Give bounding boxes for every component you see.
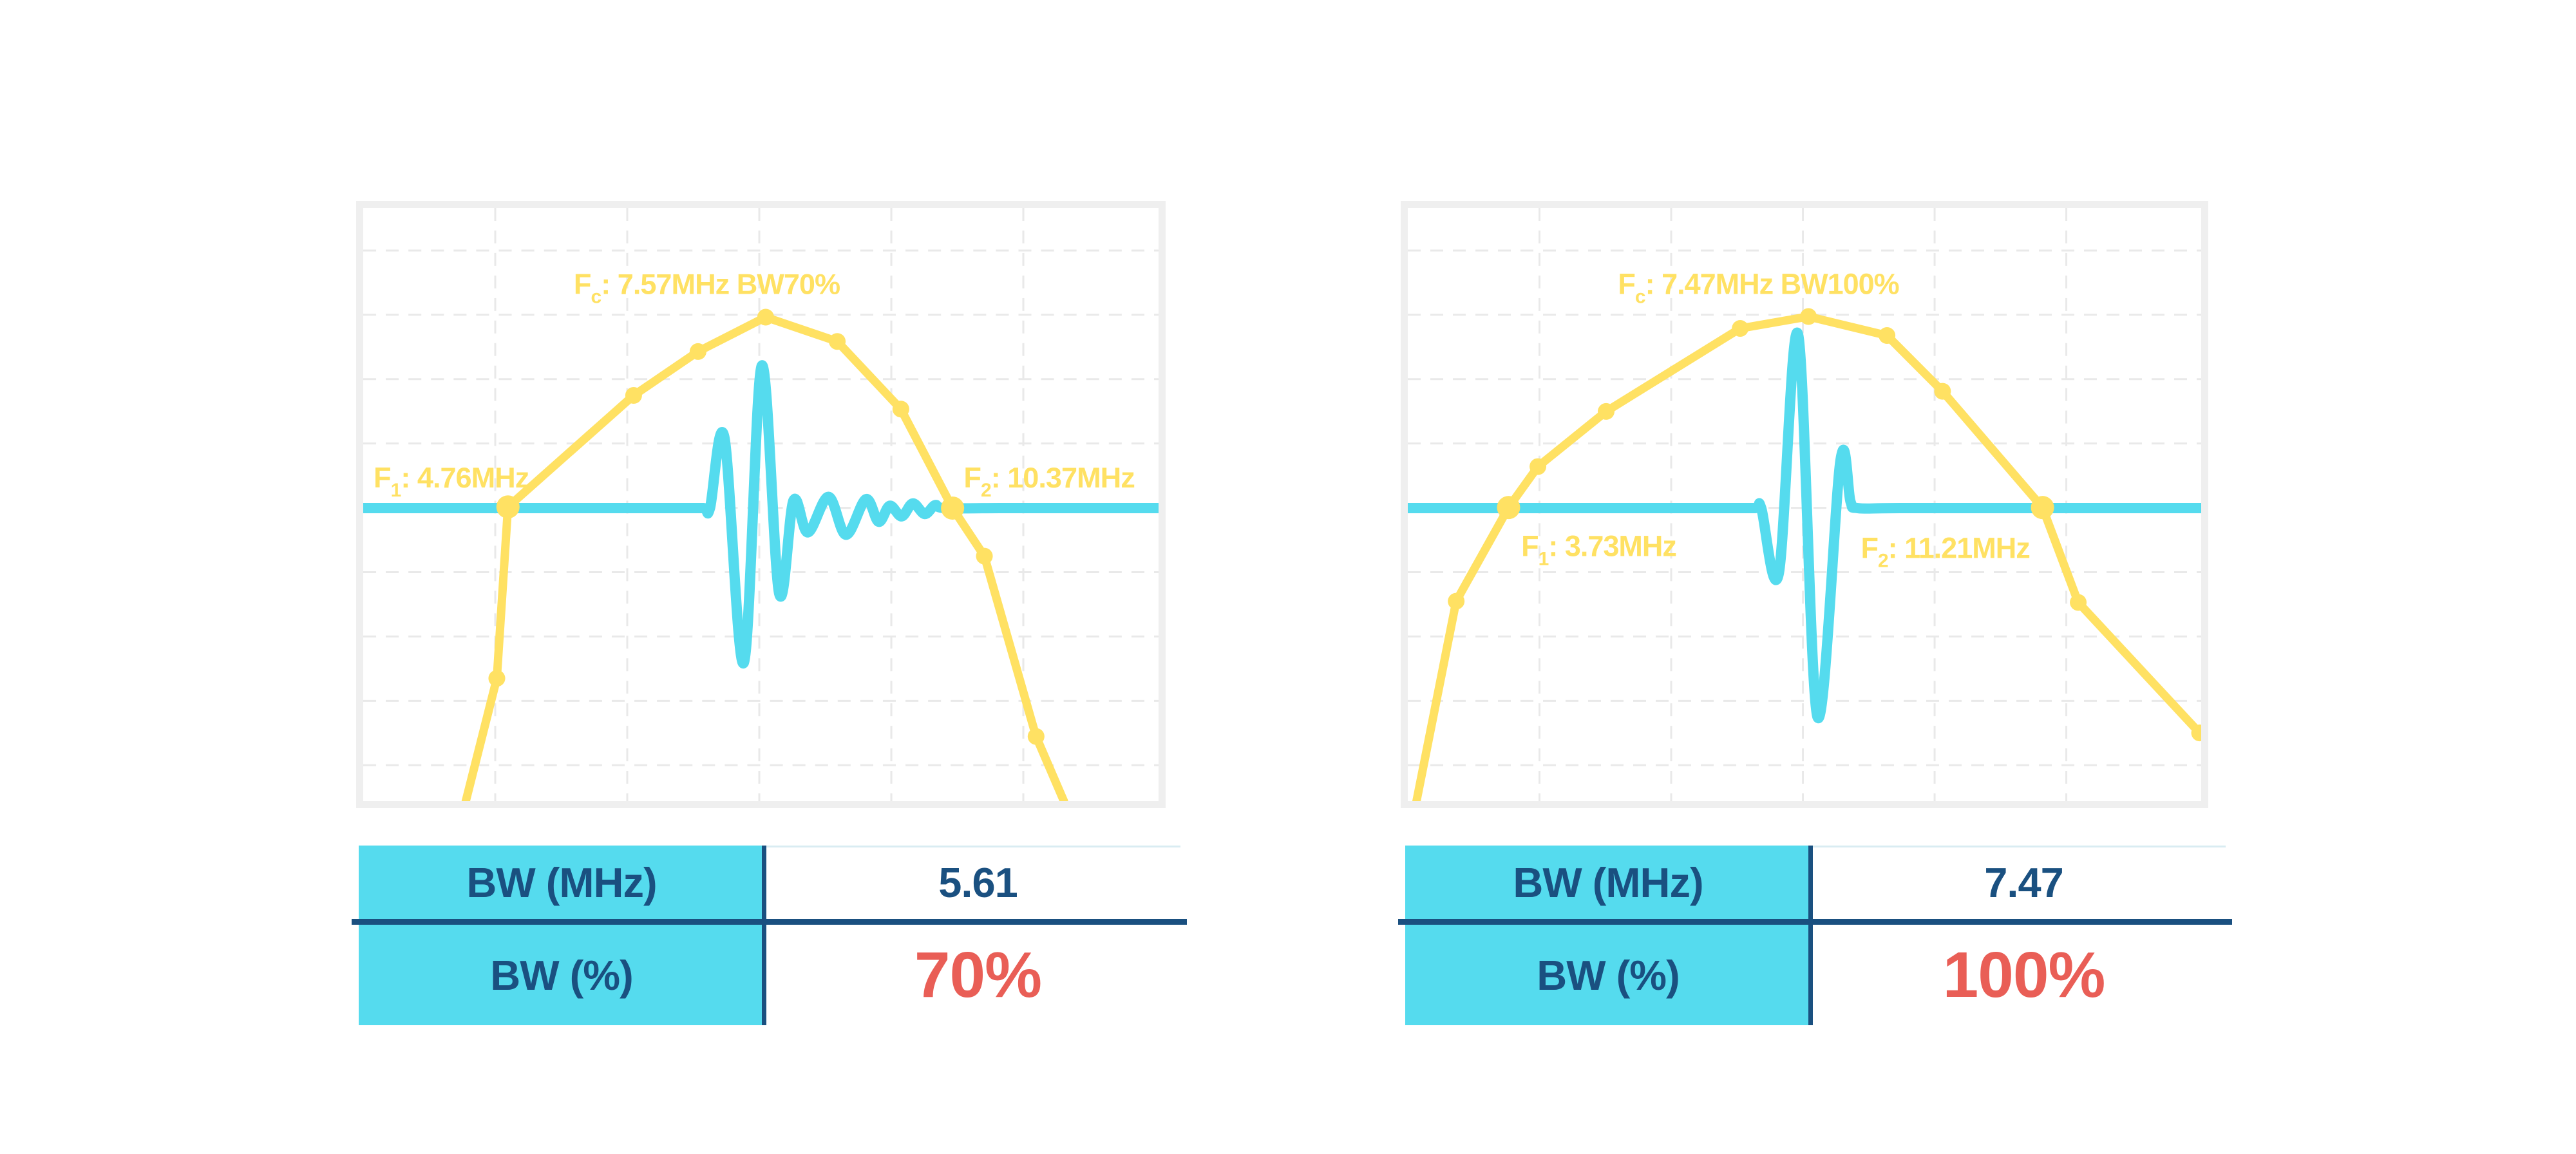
spectrum-plot-left: Fc: 7.57MHz BW70% F1: 4.76MHz F2: 10.37MHz <box>363 208 1159 801</box>
spectrum-chart-frame-left: Fc: 7.57MHz BW70% F1: 4.76MHz F2: 10.37MHz <box>356 201 1166 808</box>
table-column-divider <box>1808 846 1813 1025</box>
svg-text:F2: 11.21MHz: F2: 11.21MHz <box>1861 531 2029 571</box>
table-label-column-fill <box>1405 846 1811 1025</box>
table-row-divider <box>352 919 1187 925</box>
table-top-rule <box>1813 846 2226 847</box>
table-row-label: BW (MHz) <box>466 858 657 906</box>
table-label-column-fill <box>359 846 764 1025</box>
table-top-rule <box>766 846 1180 847</box>
table-row-label: BW (MHz) <box>1513 858 1703 906</box>
svg-text:Fc: 7.47MHz BW100%: Fc: 7.47MHz BW100% <box>1618 268 1899 308</box>
table-row-label: BW (%) <box>1537 951 1680 999</box>
svg-text:Fc: 7.57MHz BW70%: Fc: 7.57MHz BW70% <box>574 268 840 308</box>
table-row-value: 5.61 <box>938 858 1018 906</box>
spectrum-chart-frame-right: Fc: 7.47MHz BW100% F1: 3.73MHz F2: 11.21MH… <box>1401 201 2208 808</box>
svg-text:F1: 3.73MHz: F1: 3.73MHz <box>1521 530 1676 570</box>
bandwidth-table-right: BW (MHz) 7.47 BW (%) 100% <box>1398 841 2232 1029</box>
svg-text:F1: 4.76MHz: F1: 4.76MHz <box>374 461 529 501</box>
bandwidth-table-left: BW (MHz) 5.61 BW (%) 70% <box>352 841 1187 1029</box>
table-row-value-percent: 70% <box>914 938 1042 1011</box>
svg-text:F2: 10.37MHz: F2: 10.37MHz <box>963 461 1134 501</box>
table-row-value-percent: 100% <box>1942 938 2106 1011</box>
table-row-label: BW (%) <box>490 951 633 999</box>
table-row-value: 7.47 <box>1984 858 2064 906</box>
table-column-divider <box>762 846 766 1025</box>
spectrum-plot-right: Fc: 7.47MHz BW100% F1: 3.73MHz F2: 11.21MH… <box>1408 208 2201 801</box>
table-row-divider <box>1398 919 2232 925</box>
